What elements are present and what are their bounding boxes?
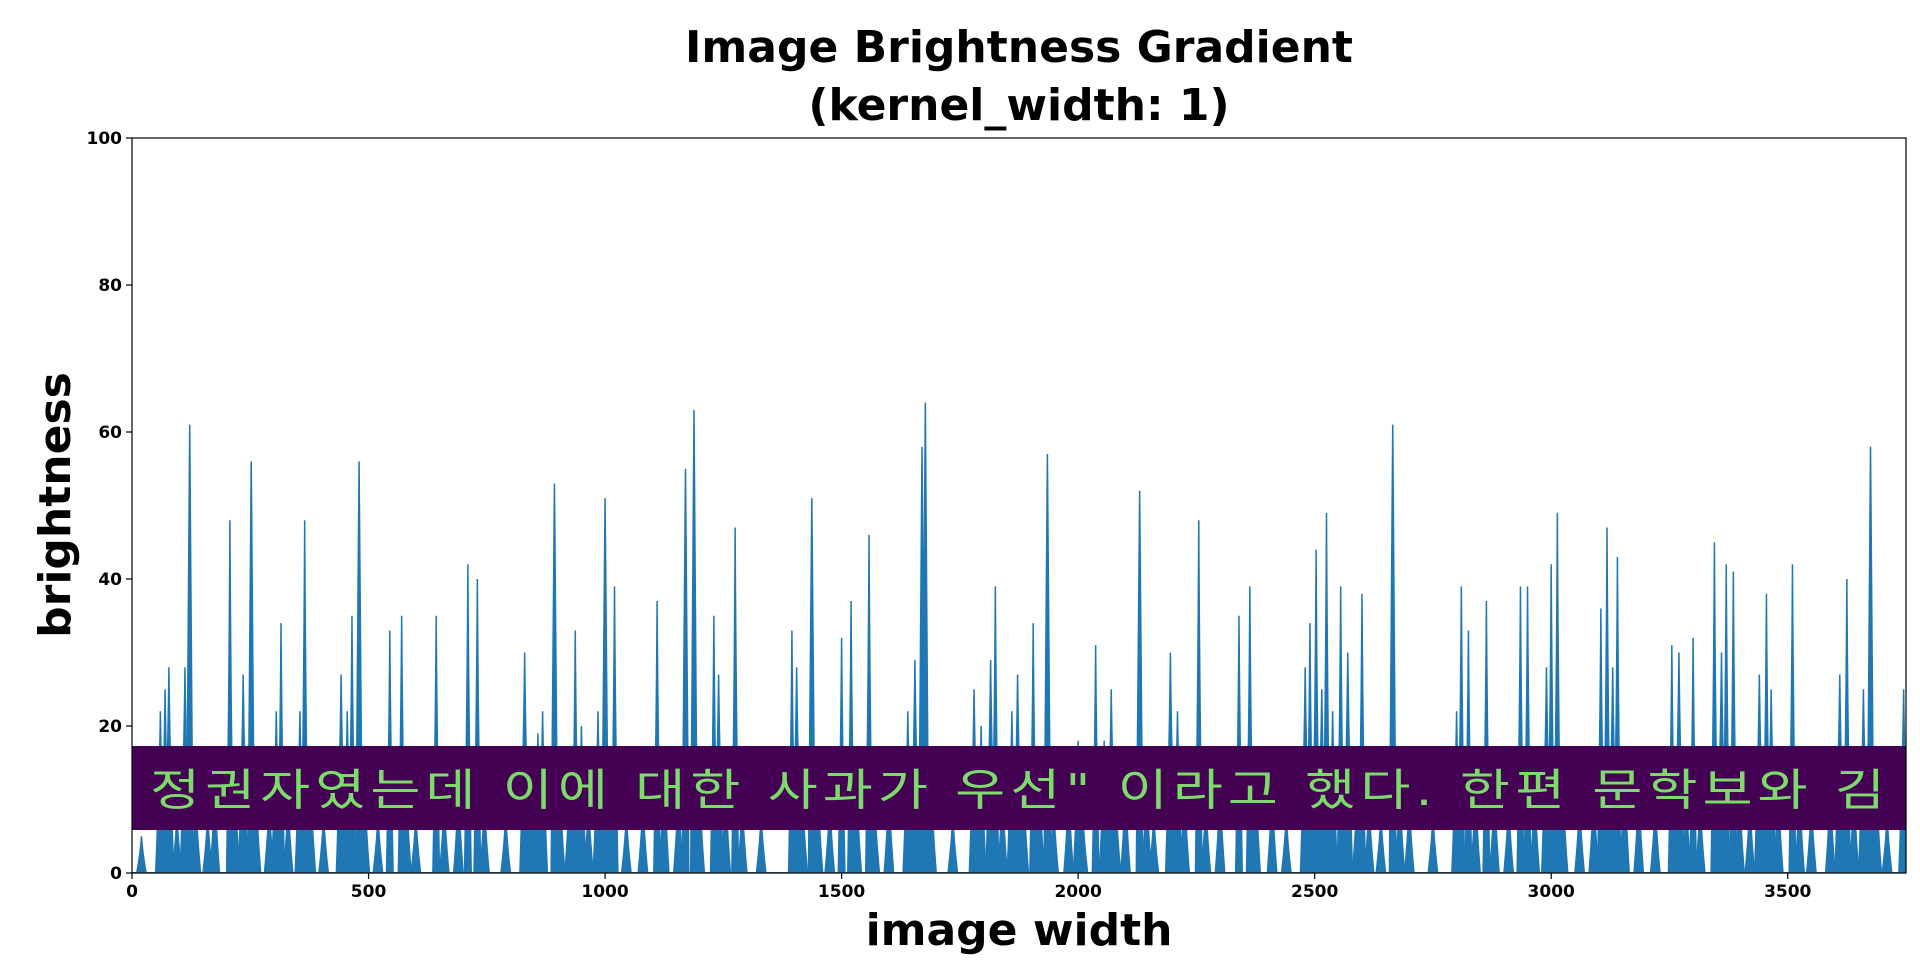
series-peak xyxy=(1234,615,1244,873)
series-peak xyxy=(1245,586,1254,873)
series-peak xyxy=(1457,586,1466,873)
series-peak xyxy=(432,615,441,873)
x-tick-label: 1500 xyxy=(818,882,865,902)
plot-frame xyxy=(131,137,1907,874)
y-tick-label: 40 xyxy=(98,570,122,590)
x-tick-label: 0 xyxy=(126,882,138,902)
x-tick-label: 3500 xyxy=(1764,882,1811,902)
y-tick-label: 80 xyxy=(98,276,122,296)
y-axis-label: brightness xyxy=(30,372,81,638)
y-tick-label: 0 xyxy=(110,864,122,884)
series-peak xyxy=(347,615,357,873)
series-peak xyxy=(846,601,856,873)
x-tick-label: 1000 xyxy=(581,882,628,902)
series-peak xyxy=(1336,586,1345,873)
x-tick-label: 500 xyxy=(351,882,387,902)
series-peak xyxy=(1516,586,1525,873)
series-peak xyxy=(135,836,147,873)
axis-ticks: 0 500 1000 1500 2000 2500 3000 3500 0 20 40 60 80 100 xyxy=(87,129,1812,902)
series-peak xyxy=(1357,593,1367,873)
series-peak xyxy=(1596,608,1605,873)
series-peak xyxy=(1523,586,1532,873)
plot-area: 정권자였는데 이에 대한 사과가 우선" 이라고 했다. 한편 문학보와 김 xyxy=(131,137,1907,874)
x-tick-label: 3000 xyxy=(1528,882,1575,902)
series-peak xyxy=(610,586,619,873)
series-peak xyxy=(1482,601,1491,873)
overlay-band xyxy=(132,746,1906,830)
y-tick-label: 20 xyxy=(98,717,122,737)
y-tick-label: 60 xyxy=(98,423,122,443)
overlay-text-sample: 정권자였는데 이에 대한 사과가 우선" 이라고 했다. 한편 문학보와 김 xyxy=(150,765,1890,816)
x-tick-label: 2500 xyxy=(1291,882,1338,902)
series-peak xyxy=(653,601,662,873)
y-tick-label: 100 xyxy=(87,129,123,149)
x-axis-label: image width xyxy=(866,905,1173,956)
chart-title-line-1: Image Brightness Gradient xyxy=(685,22,1353,73)
x-tick-label: 2000 xyxy=(1054,882,1101,902)
chart-title-line-2: (kernel_width: 1) xyxy=(808,80,1229,131)
series-peak xyxy=(991,586,1000,873)
